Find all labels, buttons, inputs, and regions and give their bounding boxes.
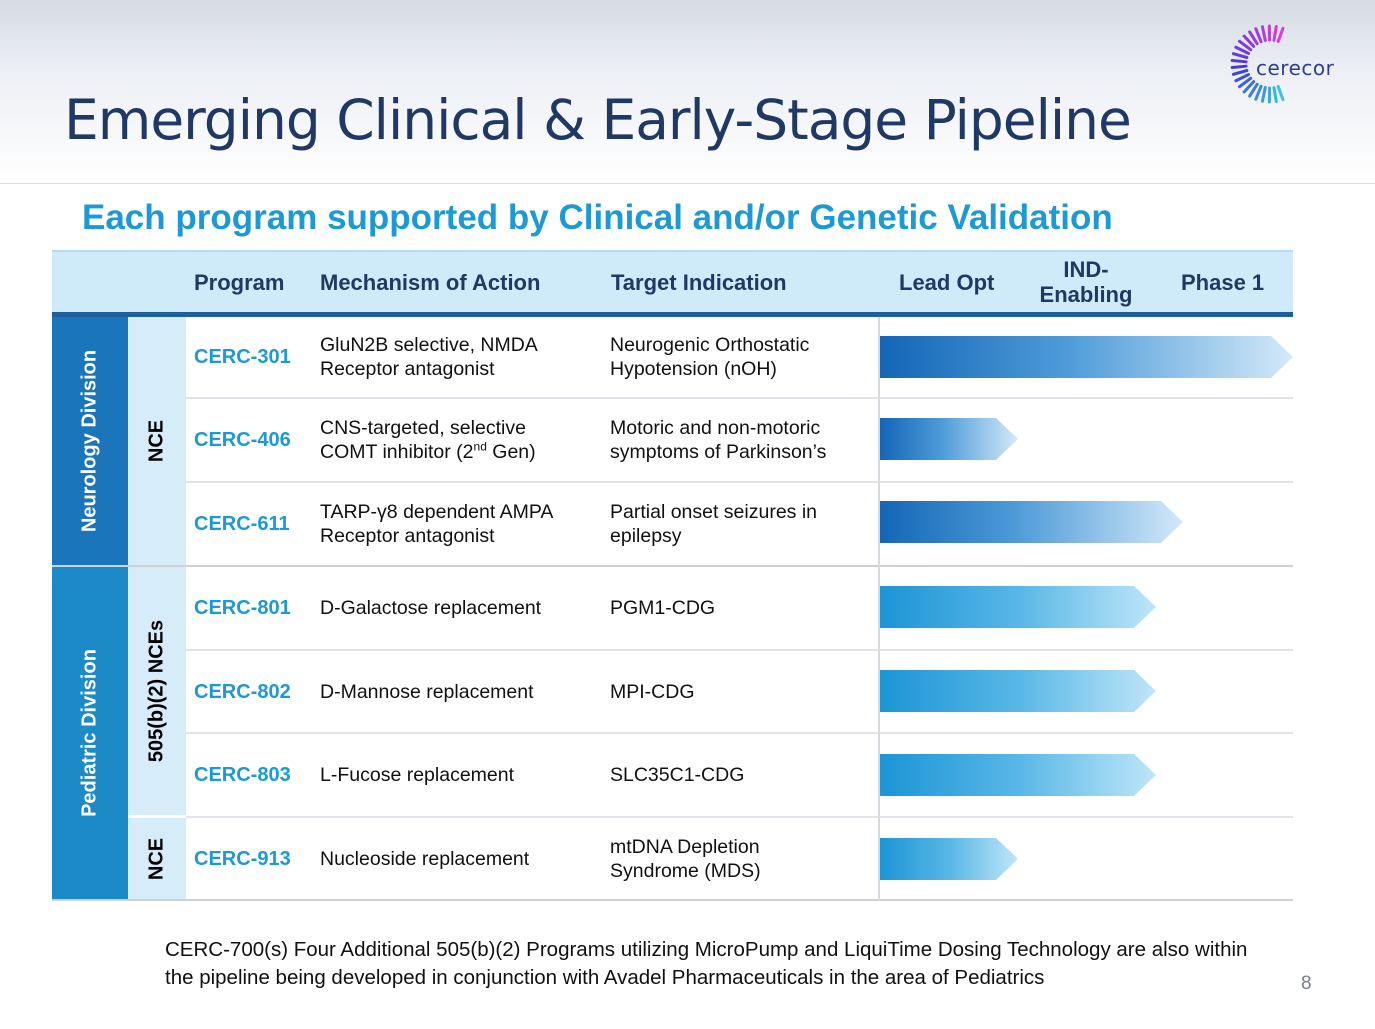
stage-arrow-phase1 xyxy=(880,336,1293,378)
subgroup-nce-neurology: NCE xyxy=(128,317,186,565)
target-indication: PGM1-CDG xyxy=(610,597,716,619)
target-indication: Neurogenic Orthostatic Hypotension (nOH) xyxy=(610,334,810,380)
row-divider xyxy=(186,816,1293,818)
logo-ray xyxy=(1231,69,1249,76)
logo-ray xyxy=(1260,86,1267,103)
subgroup-divider xyxy=(128,815,186,818)
table-row: CERC-802 D-Mannose replacement MPI-CDG xyxy=(186,650,878,734)
mechanism-of-action: GluN2B selective, NMDA Receptor antagoni… xyxy=(320,334,538,380)
table-row: CERC-611 TARP-γ8 dependent AMPA Receptor… xyxy=(186,482,878,566)
logo-ray xyxy=(1254,27,1263,44)
table-header xyxy=(52,250,1293,315)
logo-ray xyxy=(1248,82,1259,98)
logo-ray xyxy=(1230,64,1248,69)
program-name: CERC-802 xyxy=(194,681,291,703)
mechanism-of-action: L-Fucose replacement xyxy=(320,764,515,786)
mechanism-of-action: TARP-γ8 dependent AMPA Receptor antagoni… xyxy=(320,501,554,547)
table-row: CERC-913 Nucleoside replacement mtDNA De… xyxy=(186,817,878,901)
logo-ray xyxy=(1234,73,1250,83)
stage-arrow-lead-opt xyxy=(880,838,1018,880)
target-indication: mtDNA Depletion Syndrome (MDS) xyxy=(610,836,761,882)
company-logo-text: cerecor xyxy=(1256,56,1335,80)
mechanism-text-end: Gen) xyxy=(486,441,536,463)
target-indication: Motoric and non-motoric symptoms of Park… xyxy=(610,417,827,463)
logo-ray xyxy=(1254,84,1263,101)
logo-ray xyxy=(1272,86,1278,103)
mechanism-of-action: Nucleoside replacement xyxy=(320,848,530,870)
mechanism-of-action: D-Mannose replacement xyxy=(320,681,534,703)
logo-ray xyxy=(1242,80,1256,94)
subgroup-nce-neurology-label: NCE xyxy=(145,419,168,463)
program-name: CERC-801 xyxy=(194,597,291,619)
page-title: Emerging Clinical & Early-Stage Pipeline xyxy=(64,88,1132,152)
mechanism-superscript: nd xyxy=(473,439,487,454)
cerecor-logo-icon xyxy=(1230,24,1285,104)
table-row: CERC-301 GluN2B selective, NMDA Receptor… xyxy=(186,315,878,399)
program-name: CERC-611 xyxy=(194,513,290,535)
table-row: CERC-803 L-Fucose replacement SLC35C1-CD… xyxy=(186,733,878,817)
stage-arrow-ind-enabling xyxy=(880,670,1156,712)
target-indication: SLC35C1-CDG xyxy=(610,764,745,786)
ind-enabling-line2: Enabling xyxy=(1039,282,1133,307)
row-divider xyxy=(186,397,1293,399)
column-header-mechanism: Mechanism of Action xyxy=(320,270,541,295)
mechanism-of-action: D-Galactose replacement xyxy=(320,597,542,619)
stage-arrow-lead-opt xyxy=(880,418,1018,460)
table-row: CERC-406 CNS-targeted, selective COMT in… xyxy=(186,398,878,482)
logo-ray xyxy=(1260,25,1267,42)
stage-arrow-ind-enabling xyxy=(880,501,1183,543)
column-header-ind-enabling: IND- Enabling xyxy=(1030,257,1142,307)
stage-column-divider xyxy=(878,317,880,900)
target-indication: Partial onset seizures in epilepsy xyxy=(610,501,818,547)
table-row: CERC-801 D-Galactose replacement PGM1-CD… xyxy=(186,566,878,650)
pediatric-division-label: Pediatric Division xyxy=(78,649,101,817)
neurology-division-label: Neurology Division xyxy=(78,349,101,533)
row-divider xyxy=(186,649,1293,651)
logo-ray xyxy=(1276,85,1285,102)
logo-ray xyxy=(1230,59,1248,64)
program-name: CERC-803 xyxy=(194,764,291,786)
program-name: CERC-301 xyxy=(194,346,291,368)
subgroup-505b2-nces-label: 505(b)(2) NCEs xyxy=(145,619,168,762)
logo-ray xyxy=(1231,52,1249,59)
logo-ray xyxy=(1238,76,1253,89)
slide-subtitle: Each program supported by Clinical and/o… xyxy=(82,198,1113,237)
mechanism-text: CNS-targeted, selective COMT inhibitor (… xyxy=(320,417,526,463)
table-header-rule xyxy=(52,312,1293,317)
division-divider xyxy=(52,565,1293,567)
table-bottom-line xyxy=(52,899,1293,901)
target-indication: MPI-CDG xyxy=(610,681,695,703)
footnote: CERC-700(s) Four Additional 505(b)(2) Pr… xyxy=(165,938,1248,989)
logo-ray xyxy=(1272,25,1278,42)
program-name: CERC-406 xyxy=(194,429,291,451)
logo-ray xyxy=(1238,39,1253,52)
logo-ray xyxy=(1242,34,1256,48)
mechanism-of-action: CNS-targeted, selective COMT inhibitor (… xyxy=(320,398,600,482)
column-header-lead-opt: Lead Opt xyxy=(899,270,995,295)
row-divider xyxy=(186,481,1293,483)
program-name: CERC-913 xyxy=(194,848,291,870)
column-header-program: Program xyxy=(194,270,285,295)
page-number: 8 xyxy=(1301,973,1312,994)
logo-ray xyxy=(1234,45,1250,55)
row-divider xyxy=(186,732,1293,734)
neurology-division-bar: Neurology Division xyxy=(52,317,128,565)
subgroup-nce-pediatric-label: NCE xyxy=(145,837,168,881)
logo-ray xyxy=(1248,30,1259,46)
stage-arrow-ind-enabling xyxy=(880,754,1156,796)
column-header-indication: Target Indication xyxy=(611,270,787,295)
header-background xyxy=(0,0,1375,184)
pediatric-division-bar: Pediatric Division xyxy=(52,566,128,900)
ind-enabling-line1: IND- xyxy=(1063,257,1109,282)
column-header-phase1: Phase 1 xyxy=(1181,270,1265,295)
subgroup-nce-pediatric: NCE xyxy=(128,818,186,900)
stage-arrow-ind-enabling xyxy=(880,586,1156,628)
subgroup-505b2-nces: 505(b)(2) NCEs xyxy=(128,566,186,815)
logo-ray xyxy=(1276,26,1285,43)
